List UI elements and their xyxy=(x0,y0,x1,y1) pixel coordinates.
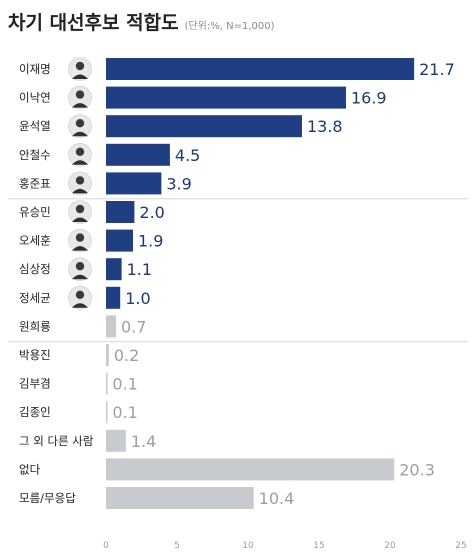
value-label: 1.9 xyxy=(138,232,163,251)
bar xyxy=(106,172,162,195)
value-label: 20.3 xyxy=(399,460,435,479)
category-label: 이낙연 xyxy=(19,91,51,105)
value-label: 21.7 xyxy=(419,60,455,79)
bar xyxy=(106,143,170,166)
bar xyxy=(106,429,126,452)
category-label: 안철수 xyxy=(19,148,51,162)
candidate-head-icon xyxy=(75,119,85,128)
category-label: 모름/무응답 xyxy=(19,491,76,505)
value-label: 0.1 xyxy=(112,375,137,394)
candidate-shoulders-icon xyxy=(72,246,88,251)
candidate-head-icon xyxy=(75,262,85,271)
value-label: 10.4 xyxy=(259,489,295,508)
value-label: 3.9 xyxy=(166,174,191,193)
candidate-head-icon xyxy=(75,204,85,214)
x-tick-label: 10 xyxy=(242,541,254,551)
category-label: 김부겸 xyxy=(19,377,51,391)
value-label: 16.9 xyxy=(351,89,387,108)
bar xyxy=(106,372,108,395)
candidate-shoulders-icon xyxy=(72,303,88,308)
candidate-head-icon xyxy=(75,176,85,185)
category-label: 정세균 xyxy=(19,291,51,305)
value-label: 2.0 xyxy=(139,203,164,222)
value-label: 13.8 xyxy=(307,117,343,136)
candidate-shoulders-icon xyxy=(72,74,88,79)
bar xyxy=(106,258,122,281)
category-label: 없다 xyxy=(19,462,41,476)
candidate-shoulders-icon xyxy=(72,217,88,222)
value-label: 1.4 xyxy=(131,432,156,451)
category-label: 김종인 xyxy=(19,405,51,419)
category-label: 윤석열 xyxy=(19,119,51,133)
candidate-head-icon xyxy=(75,147,85,156)
category-label: 원희룡 xyxy=(19,319,51,333)
x-tick-label: 25 xyxy=(455,541,466,551)
bar xyxy=(106,229,133,252)
value-label: 0.7 xyxy=(121,317,146,336)
candidate-shoulders-icon xyxy=(72,274,88,280)
candidate-head-icon xyxy=(75,61,85,71)
bar xyxy=(106,344,109,366)
candidate-shoulders-icon xyxy=(72,131,88,137)
bar xyxy=(106,487,254,509)
chart-subtitle: (단위:%, N=1,000) xyxy=(184,21,275,32)
category-label: 박용진 xyxy=(19,348,51,362)
bar xyxy=(106,315,116,338)
bar xyxy=(106,401,108,424)
bar xyxy=(106,286,121,309)
candidate-shoulders-icon xyxy=(72,160,88,165)
bar xyxy=(106,115,302,138)
candidate-shoulders-icon xyxy=(72,103,88,108)
x-tick-label: 0 xyxy=(103,541,109,551)
value-label: 0.1 xyxy=(112,403,137,422)
bar xyxy=(106,201,135,223)
category-label: 홍준표 xyxy=(19,176,51,190)
bar xyxy=(106,458,395,481)
x-tick-label: 20 xyxy=(384,541,396,551)
bar xyxy=(106,86,346,109)
value-label: 0.2 xyxy=(114,346,139,365)
value-label: 1.1 xyxy=(127,260,152,279)
x-tick-label: 5 xyxy=(174,541,180,551)
bar xyxy=(106,58,415,80)
candidate-head-icon xyxy=(75,233,85,242)
candidate-head-icon xyxy=(75,290,85,299)
chart-title: 차기 대선후보 적합도 xyxy=(8,12,179,34)
category-label: 그 외 다른 사람 xyxy=(19,434,94,448)
category-label: 심상정 xyxy=(19,262,51,276)
value-label: 4.5 xyxy=(175,146,200,165)
value-label: 1.0 xyxy=(125,289,150,308)
chart-header: 차기 대선후보 적합도 (단위:%, N=1,000) xyxy=(8,8,274,35)
x-tick-label: 15 xyxy=(313,541,324,551)
category-label: 이재명 xyxy=(19,62,51,76)
category-label: 오세훈 xyxy=(19,234,51,248)
candidate-head-icon xyxy=(75,90,85,99)
category-label: 유승민 xyxy=(19,205,51,219)
candidate-shoulders-icon xyxy=(72,188,88,194)
